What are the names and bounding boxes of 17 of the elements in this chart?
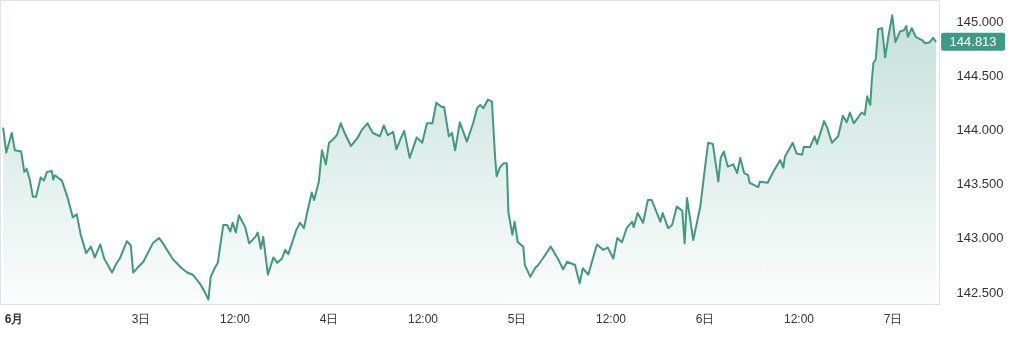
x-tick-label: 12:00 (783, 312, 815, 326)
x-tick-label: 3日 (131, 312, 151, 326)
y-tick-label: 144.500 (956, 68, 1004, 84)
x-tick-label: 7日 (883, 312, 903, 326)
x-tick-label: 4日 (319, 312, 339, 326)
x-tick-label: 6月 (4, 312, 24, 326)
y-tick-label: 143.500 (956, 176, 1004, 192)
y-tick-label: 145.000 (956, 14, 1004, 30)
y-tick-label: 144.000 (956, 122, 1004, 138)
x-tick-label: 6日 (695, 312, 715, 326)
annotation: 144.813 (949, 34, 997, 50)
x-tick-label: 12:00 (595, 312, 627, 326)
x-tick-label: 5日 (507, 312, 527, 326)
x-tick-label: 12:00 (407, 312, 439, 326)
y-tick-label: 143.000 (956, 230, 1004, 246)
x-tick-label: 12:00 (219, 312, 251, 326)
y-tick-label: 142.500 (956, 284, 1004, 300)
